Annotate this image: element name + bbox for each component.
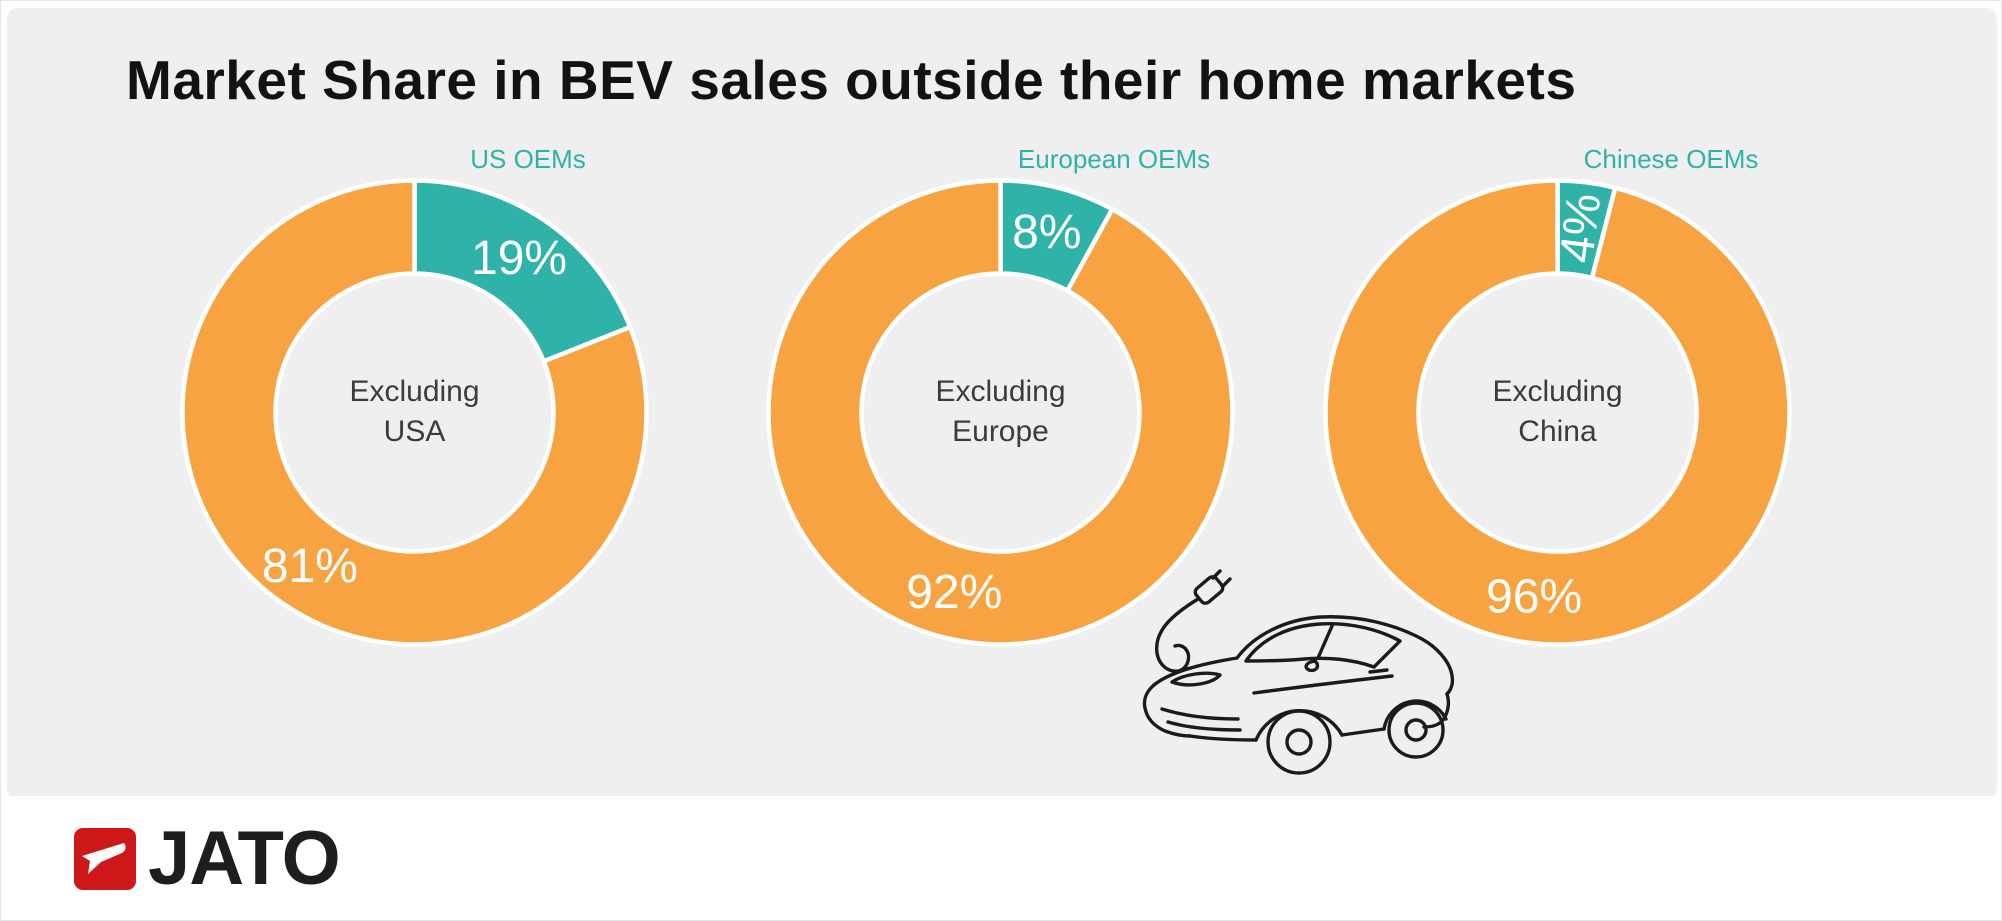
chart-title: Market Share in BEV sales outside their … bbox=[126, 49, 1577, 111]
donut-slice bbox=[412, 178, 633, 364]
center-line-2: USA bbox=[383, 415, 446, 448]
jato-logo-icon bbox=[74, 828, 136, 890]
legend-european-oems: European OEMs bbox=[1017, 144, 1211, 174]
center-label-china: Excluding China bbox=[1408, 372, 1708, 452]
legend-us-oems: US OEMs bbox=[470, 144, 586, 174]
jato-wordmark: JATO bbox=[148, 816, 341, 901]
center-line-1: Excluding bbox=[1492, 375, 1623, 409]
donut-chart-us: US OEMs 19% 81% Excluding USA bbox=[178, 146, 651, 691]
center-label-europe: Excluding Europe bbox=[851, 372, 1151, 452]
slice-percent-label: 81% bbox=[262, 540, 358, 593]
footer-bar: JATO bbox=[1, 796, 2001, 920]
donut-china-svg: 4%96% bbox=[1323, 178, 1792, 647]
donut-chart-china: Chinese OEMs 4% 96% Excluding China bbox=[1321, 146, 1794, 691]
donut-europe-svg: 8% 92% bbox=[766, 178, 1235, 647]
slice-percent-label: 8% bbox=[1012, 206, 1081, 259]
donut-chart-europe: European OEMs 8% 92% Excluding Europe bbox=[764, 146, 1237, 691]
donut-slice bbox=[766, 178, 1235, 647]
center-line-1: Excluding bbox=[349, 375, 480, 409]
donut-slice bbox=[1323, 178, 1792, 647]
donut-slice bbox=[180, 178, 649, 647]
slice-percent-label: 96% bbox=[1486, 571, 1582, 624]
slice-percent-label: 92% bbox=[906, 566, 1002, 619]
car-outline-icon bbox=[1142, 615, 1455, 775]
chart-panel: Market Share in BEV sales outside their … bbox=[8, 8, 1996, 796]
donut-us-svg: 19% 81% bbox=[180, 178, 649, 647]
slice-percent-label: 19% bbox=[471, 232, 567, 285]
legend-chinese-oems: Chinese OEMs bbox=[1583, 144, 1759, 174]
electric-car-illustration bbox=[1142, 569, 1455, 775]
ev-plug-icon bbox=[1155, 569, 1232, 673]
center-line-2: China bbox=[1518, 415, 1597, 448]
center-label-us: Excluding USA bbox=[265, 372, 565, 452]
center-line-2: Europe bbox=[952, 415, 1049, 448]
center-line-1: Excluding bbox=[935, 375, 1066, 409]
